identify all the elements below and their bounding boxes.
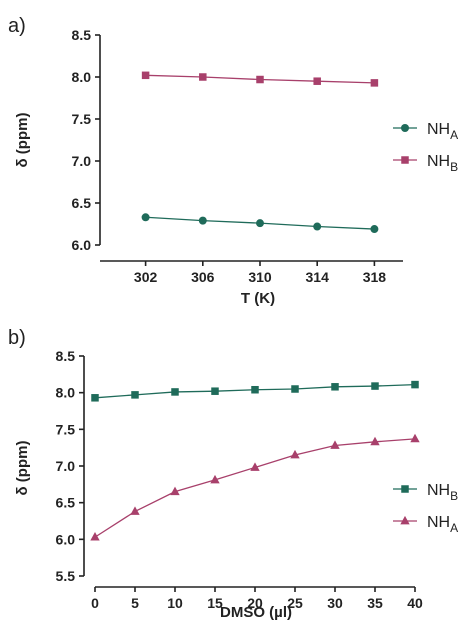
data-point bbox=[370, 225, 379, 234]
data-point bbox=[330, 440, 340, 449]
axes-b bbox=[83, 356, 415, 588]
y-tick-label: 8.0 bbox=[72, 69, 92, 85]
data-point bbox=[170, 486, 180, 496]
data-point bbox=[141, 71, 150, 80]
legend-b: NHB NHA bbox=[393, 482, 458, 535]
data-point bbox=[371, 382, 379, 390]
data-point bbox=[90, 532, 100, 541]
x-tick-label: 30 bbox=[327, 595, 343, 611]
y-tick-label: 7.0 bbox=[56, 458, 76, 474]
legend-item: NHA bbox=[393, 514, 458, 535]
y-tick-label: 7.5 bbox=[72, 111, 92, 127]
data-point bbox=[313, 222, 322, 231]
panel-label-b: b) bbox=[8, 327, 26, 349]
panel-a: a) δ (ppm) T (K) 6.06.57.07.58.08.5 302 3… bbox=[8, 15, 458, 307]
data-point bbox=[130, 506, 140, 515]
series-line bbox=[94, 438, 416, 538]
legend-item: NHA bbox=[393, 121, 458, 142]
x-tick-label: 35 bbox=[367, 595, 383, 611]
series-nhb bbox=[91, 380, 419, 402]
y-tick-label: 6.0 bbox=[56, 531, 76, 547]
x-axis-title-a: T (K) bbox=[241, 290, 275, 307]
data-point bbox=[250, 462, 260, 471]
data-point bbox=[411, 380, 419, 389]
legend-marker bbox=[400, 515, 410, 525]
x-tick-label: 20 bbox=[247, 595, 263, 611]
y-tick-label: 7.0 bbox=[72, 153, 92, 169]
legend-marker bbox=[401, 485, 409, 493]
legend-label: NHB bbox=[427, 482, 458, 503]
data-point bbox=[171, 388, 179, 396]
data-point bbox=[199, 73, 207, 81]
data-point bbox=[210, 474, 220, 484]
x-tick-label: 314 bbox=[306, 269, 330, 285]
y-tick-label: 5.5 bbox=[56, 568, 76, 584]
x-tick-label: 25 bbox=[287, 595, 303, 611]
panel-b: b) δ (ppm) DMSO (µl) 5.5 6.0 6.5 7.0 7.5 8.0 8… bbox=[8, 327, 458, 621]
x-tick-label: 15 bbox=[207, 595, 223, 611]
x-tick-label: 10 bbox=[167, 595, 183, 611]
x-tick-label: 5 bbox=[131, 595, 139, 611]
data-point bbox=[256, 219, 264, 228]
legend-marker bbox=[401, 156, 409, 164]
y-axis-title-a: δ (ppm) bbox=[14, 113, 31, 168]
series-layer-b bbox=[90, 380, 420, 541]
data-point bbox=[141, 213, 150, 222]
x-tick-label: 306 bbox=[191, 269, 215, 285]
panel-label-a: a) bbox=[8, 15, 26, 37]
data-point bbox=[370, 436, 380, 446]
data-point bbox=[291, 385, 299, 393]
y-axis-title-b: δ (ppm) bbox=[14, 441, 31, 496]
legend-marker bbox=[401, 124, 409, 132]
y-tick-label: 8.0 bbox=[56, 385, 76, 401]
y-tick-label: 6.0 bbox=[72, 237, 92, 253]
y-tick-label: 7.5 bbox=[56, 421, 76, 437]
x-tick-label: 0 bbox=[91, 595, 99, 611]
series-nhb bbox=[141, 71, 379, 87]
legend-label: NHB bbox=[427, 153, 458, 174]
x-tick-label: 318 bbox=[363, 269, 387, 285]
data-point bbox=[331, 383, 339, 391]
y-ticks-b: 5.5 6.0 6.5 7.0 7.5 8.0 8.5 bbox=[56, 348, 84, 584]
x-tick-label: 40 bbox=[407, 595, 423, 611]
y-tick-label: 6.5 bbox=[72, 195, 92, 211]
x-tick-label: 302 bbox=[134, 269, 158, 285]
y-ticks-a: 6.0 6.5 7.0 7.5 8.0 8.5 bbox=[72, 27, 100, 253]
data-point bbox=[131, 391, 139, 399]
series-nha bbox=[90, 433, 420, 541]
legend-item: NHB bbox=[393, 153, 458, 174]
data-point bbox=[256, 75, 264, 84]
data-point bbox=[370, 79, 379, 87]
series-layer-a bbox=[141, 71, 379, 234]
y-tick-label: 6.5 bbox=[56, 495, 76, 511]
legend-label: NHA bbox=[427, 514, 458, 535]
x-axis-title-b: DMSO (µl) bbox=[220, 604, 292, 621]
legend-item: NHB bbox=[393, 482, 458, 503]
series-nha bbox=[141, 213, 379, 234]
data-point bbox=[410, 433, 420, 443]
axes-a bbox=[99, 35, 403, 262]
x-ticks-b: 0 5 10 15 20 25 30 35 40 bbox=[91, 587, 423, 611]
legend-label: NHA bbox=[427, 121, 458, 142]
data-point bbox=[251, 385, 259, 394]
x-tick-label: 310 bbox=[248, 269, 272, 285]
data-point bbox=[211, 387, 219, 395]
data-point bbox=[313, 77, 321, 85]
y-tick-label: 8.5 bbox=[56, 348, 76, 364]
data-point bbox=[198, 216, 207, 225]
legend-a: NHA NHB bbox=[393, 121, 458, 174]
y-tick-label: 8.5 bbox=[72, 27, 92, 43]
x-ticks-a: 302 306 310 314 318 bbox=[134, 261, 386, 285]
data-point bbox=[91, 394, 99, 402]
data-point bbox=[290, 449, 300, 459]
